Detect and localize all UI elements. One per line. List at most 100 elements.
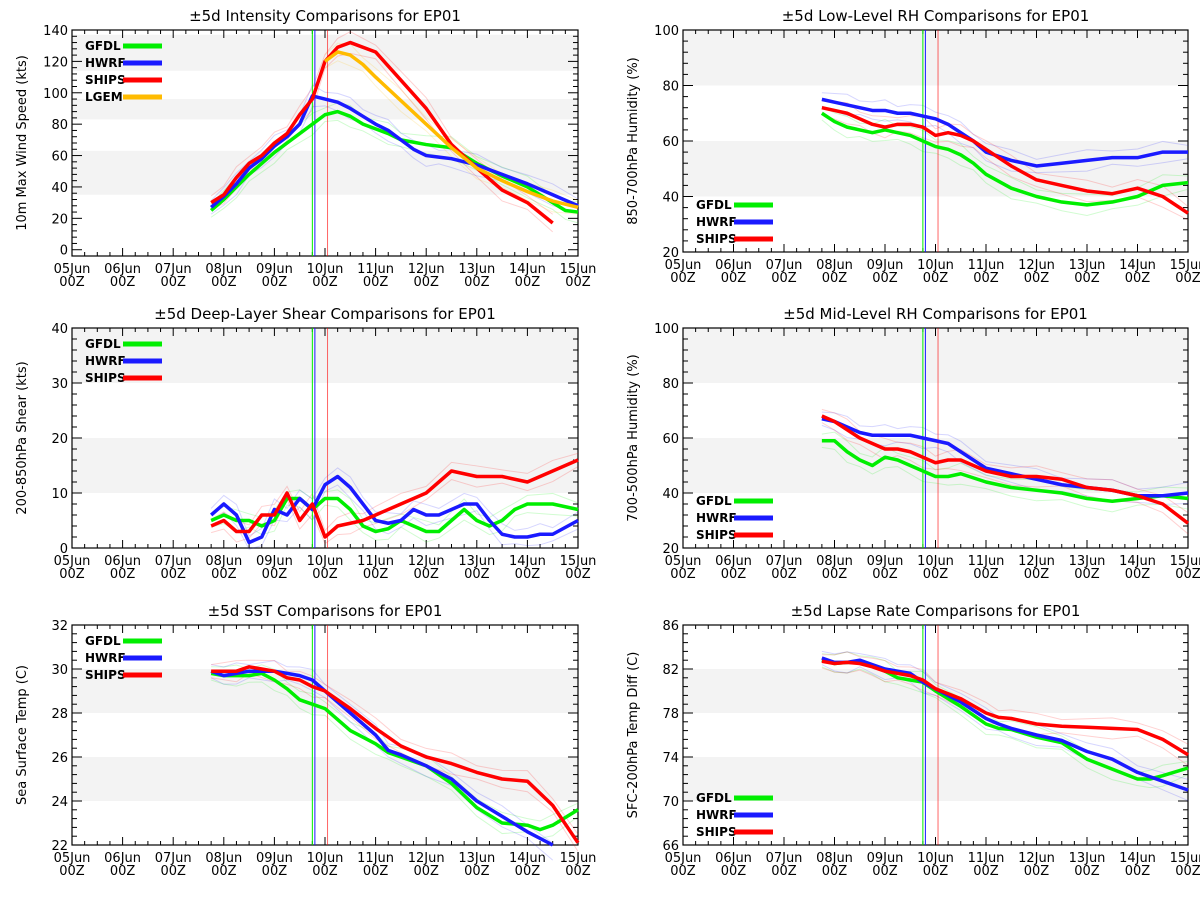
x-tick-label: 00Z xyxy=(1024,567,1050,582)
x-tick-label: 00Z xyxy=(1074,271,1100,286)
x-tick-label: 15Jun xyxy=(1170,258,1200,273)
x-tick-label: 10Jun xyxy=(307,851,344,866)
x-tick-label: 00Z xyxy=(1175,567,1200,582)
x-tick-label: 08Jun xyxy=(816,554,853,569)
chart-panel-5: ±5d SST Comparisons for EP01 Sea Surface … xyxy=(15,602,596,879)
series-line-hwrf xyxy=(210,94,579,209)
y-tick-label: 20 xyxy=(662,246,679,261)
y-tick-label: 80 xyxy=(662,377,679,392)
x-tick-label: 00Z xyxy=(413,275,439,290)
shaded-band xyxy=(683,30,1188,86)
y-tick-label: 30 xyxy=(51,663,68,678)
faint-trace-hwrf xyxy=(821,650,1189,780)
x-tick-label: 06Jun xyxy=(715,554,752,569)
x-tick-label: 00Z xyxy=(59,567,85,582)
x-tick-label: 00Z xyxy=(1024,864,1050,879)
x-tick-label: 00Z xyxy=(211,275,237,290)
x-tick-label: 00Z xyxy=(973,864,999,879)
y-tick-label: 100 xyxy=(43,87,68,102)
x-tick-label: 11Jun xyxy=(968,554,1005,569)
faint-trace-ships xyxy=(821,651,1189,745)
x-tick-label: 00Z xyxy=(160,567,186,582)
plot-frame xyxy=(682,624,1189,846)
x-tick-label: 10Jun xyxy=(917,258,954,273)
x-tick-label: 14Jun xyxy=(1119,258,1156,273)
x-tick-label: 13Jun xyxy=(458,851,495,866)
x-tick-label: 00Z xyxy=(973,271,999,286)
x-tick-label: 00Z xyxy=(1175,271,1200,286)
y-tick-label: 28 xyxy=(51,707,68,722)
faint-trace-hwrf xyxy=(821,411,1189,490)
x-tick-label: 07Jun xyxy=(155,851,192,866)
x-tick-label: 00Z xyxy=(160,864,186,879)
x-tick-label: 08Jun xyxy=(205,851,242,866)
x-tick-label: 13Jun xyxy=(458,262,495,277)
chart-panel-6: ±5d Lapse Rate Comparisons for EP01 SFC-2… xyxy=(626,602,1200,879)
x-tick-label: 00Z xyxy=(872,864,898,879)
series-line-hwrf xyxy=(821,656,1189,792)
x-tick-label: 05Jun xyxy=(54,262,91,277)
legend-label-ships: SHIPS xyxy=(696,232,737,246)
faint-trace-gfdl xyxy=(210,119,579,224)
x-tick-label: 06Jun xyxy=(715,258,752,273)
x-tick-label: 00Z xyxy=(1125,864,1151,879)
x-tick-label: 00Z xyxy=(464,567,490,582)
chart-panel-3: ±5d Deep-Layer Shear Comparisons for EP0… xyxy=(15,305,596,582)
x-tick-label: 00Z xyxy=(262,567,288,582)
chart-title: ±5d Mid-Level RH Comparisons for EP01 xyxy=(783,305,1088,323)
series-line-ships xyxy=(821,105,1189,215)
x-tick-label: 07Jun xyxy=(766,554,803,569)
y-tick-label: 32 xyxy=(51,619,68,634)
x-tick-label: 00Z xyxy=(59,275,85,290)
x-tick-label: 00Z xyxy=(872,271,898,286)
x-tick-label: 05Jun xyxy=(665,258,702,273)
x-tick-label: 00Z xyxy=(413,864,439,879)
x-tick-label: 00Z xyxy=(312,864,338,879)
x-tick-label: 00Z xyxy=(160,275,186,290)
x-tick-label: 00Z xyxy=(1074,864,1100,879)
series-line-ships xyxy=(821,659,1189,757)
y-axis-label: Sea Surface Temp (C) xyxy=(15,665,30,805)
y-tick-label: 70 xyxy=(662,795,679,810)
x-tick-label: 00Z xyxy=(721,271,747,286)
series-line-hwrf xyxy=(210,669,554,847)
x-tick-label: 00Z xyxy=(923,567,949,582)
faint-trace-ships xyxy=(821,100,1189,207)
x-tick-label: 00Z xyxy=(59,864,85,879)
y-tick-label: 86 xyxy=(662,619,679,634)
y-tick-label: 100 xyxy=(654,322,679,337)
series-line-gfdl xyxy=(821,439,1189,503)
x-tick-label: 00Z xyxy=(565,275,591,290)
x-tick-label: 00Z xyxy=(110,567,136,582)
faint-trace-hwrf xyxy=(821,92,1189,160)
faint-trace-lgem xyxy=(324,60,579,215)
x-tick-label: 00Z xyxy=(1024,271,1050,286)
x-tick-label: 00Z xyxy=(363,275,389,290)
y-tick-label: 66 xyxy=(662,839,679,854)
legend-label-hwrf: HWRF xyxy=(85,651,126,665)
legend-label-gfdl: GFDL xyxy=(85,337,121,351)
series-line-ships xyxy=(821,414,1190,525)
y-tick-label: 82 xyxy=(662,663,679,678)
legend-label-hwrf: HWRF xyxy=(696,215,737,229)
y-tick-label: 60 xyxy=(662,432,679,447)
shaded-band xyxy=(683,141,1188,197)
legend-label-hwrf: HWRF xyxy=(85,56,126,70)
x-tick-label: 00Z xyxy=(822,271,848,286)
x-tick-label: 00Z xyxy=(721,864,747,879)
y-axis-label: 10m Max Wind Speed (kts) xyxy=(15,55,30,231)
y-tick-label: 60 xyxy=(51,150,68,165)
x-tick-label: 09Jun xyxy=(867,851,904,866)
series-line-ships xyxy=(211,665,580,844)
chart-title: ±5d Intensity Comparisons for EP01 xyxy=(189,7,461,25)
x-tick-label: 00Z xyxy=(110,275,136,290)
faint-trace-hwrf xyxy=(210,84,579,201)
y-tick-label: 0 xyxy=(60,244,68,259)
y-tick-label: 30 xyxy=(51,377,68,392)
y-tick-label: 20 xyxy=(51,212,68,227)
x-tick-label: 09Jun xyxy=(867,554,904,569)
x-tick-label: 05Jun xyxy=(54,554,91,569)
chart-title: ±5d Deep-Layer Shear Comparisons for EP0… xyxy=(154,305,496,323)
legend-label-gfdl: GFDL xyxy=(696,791,732,805)
x-tick-label: 10Jun xyxy=(917,554,954,569)
